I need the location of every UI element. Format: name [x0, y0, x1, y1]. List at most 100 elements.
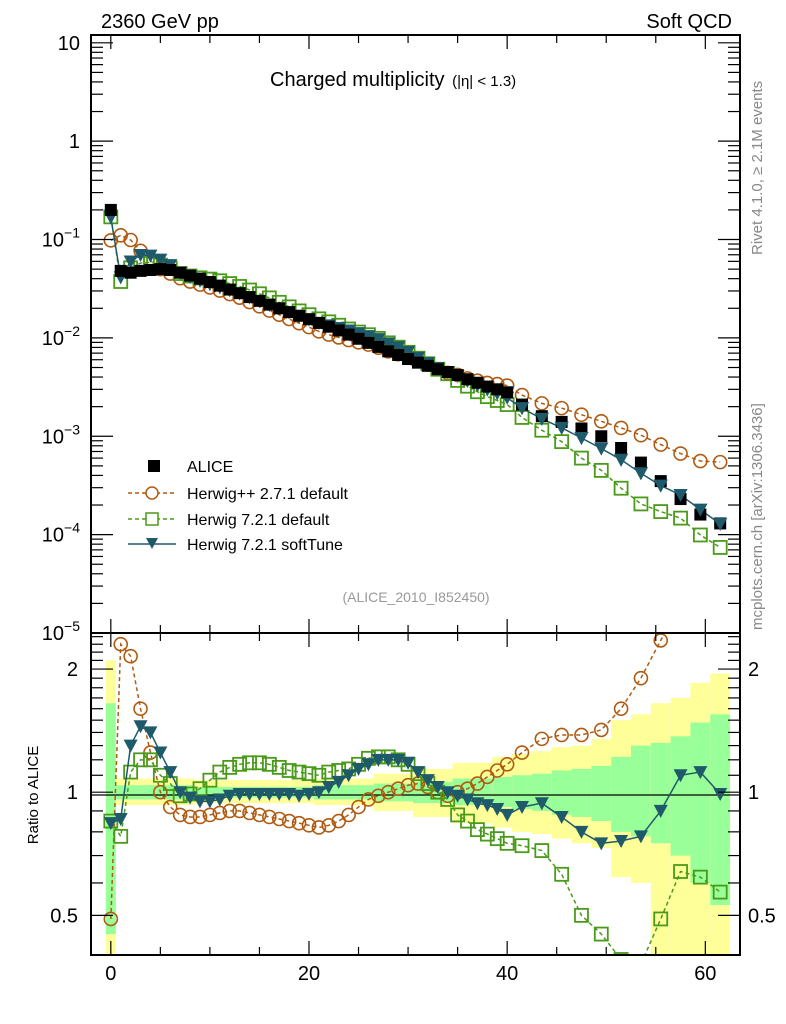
ratio-point-herwig-7-2-1-default — [152, 767, 168, 783]
ratio-y-tick-label-left: 1 — [67, 782, 78, 804]
main-point-herwig-2-7-1-default — [653, 437, 669, 452]
x-tick-label: 0 — [105, 963, 116, 985]
ratio-point-herwig-7-2-1-default — [301, 766, 317, 782]
ratio-point-herwig-7-2-1-default — [271, 759, 287, 775]
main-point-alice — [233, 287, 246, 300]
main-point-alice — [342, 328, 355, 341]
main-point-herwig-7-2-1-softtune — [594, 442, 609, 456]
ratio-point-herwig-2-7-1-default — [574, 727, 589, 743]
main-point-alice — [471, 376, 484, 389]
axis-ticks — [91, 35, 740, 956]
ratio-point-herwig-7-2-1-default — [143, 752, 158, 768]
main-point-alice — [491, 383, 504, 396]
ratio-point-herwig-7-2-1-default — [242, 755, 257, 771]
ratio-point-herwig-7-2-1-softtune — [143, 726, 158, 740]
legend-marker-herwigpp — [145, 486, 159, 500]
main-panel-series — [103, 203, 728, 555]
main-point-alice — [283, 306, 296, 319]
legend-item-alice: ALICE — [148, 459, 233, 476]
main-point-alice — [184, 269, 197, 282]
legend-label-herwig721-default: Herwig 7.2.1 default — [187, 512, 330, 529]
ratio-point-herwig-7-2-1-default — [634, 958, 647, 971]
main-point-herwig-7-2-1-softtune — [515, 402, 530, 416]
legend: ALICE Herwig++ 2.7.1 default Herwig 7.2.… — [128, 459, 349, 554]
main-point-herwig-2-7-1-default — [593, 413, 609, 429]
ratio-point-herwig-7-2-1-softtune — [594, 837, 609, 851]
legend-item-herwigpp: Herwig++ 2.7.1 default — [128, 486, 349, 503]
ratio-point-herwig-2-7-1-default — [222, 803, 238, 819]
main-point-alice — [273, 302, 286, 315]
main-point-alice — [421, 359, 434, 372]
ratio-point-herwig-7-2-1-softtune — [371, 753, 386, 767]
main-point-alice — [124, 266, 137, 279]
stat-uncertainty-band — [670, 736, 691, 856]
ratio-point-herwig-7-2-1-default — [460, 813, 475, 829]
main-point-herwig-7-2-1-softtune — [653, 479, 668, 493]
ratio-point-herwig-2-7-1-default — [694, 563, 707, 576]
main-point-herwig-7-2-1-softtune — [391, 341, 406, 355]
ratio-point-herwig-7-2-1-softtune — [133, 720, 148, 734]
analysis-id-label: (ALICE_2010_I852450) — [342, 589, 489, 605]
main-y-tick-label: 10 — [58, 33, 80, 55]
tick-exponent: −3 — [64, 421, 80, 437]
main-point-herwig-2-7-1-default — [693, 453, 708, 469]
ratio-point-herwig-7-2-1-default — [212, 764, 228, 780]
stat-uncertainty-band — [591, 765, 612, 822]
main-point-alice — [615, 441, 628, 454]
ratio-point-herwig-7-2-1-softtune — [470, 797, 485, 811]
ratio-point-herwig-7-2-1-softtune — [633, 830, 648, 844]
ratio-point-herwig-7-2-1-default — [554, 866, 570, 882]
ratio-point-herwig-2-7-1-default — [153, 784, 168, 800]
main-point-alice — [362, 336, 375, 349]
legend-item-herwig721-softtune: Herwig 7.2.1 softTune — [128, 537, 343, 554]
ratio-point-herwig-7-2-1-default — [311, 767, 327, 783]
stat-uncertainty-band — [650, 742, 671, 844]
main-point-herwig-7-2-1-softtune — [534, 412, 549, 426]
x-tick-labels: 0 20 40 60 — [105, 963, 716, 985]
main-point-herwig-2-7-1-default — [613, 420, 629, 436]
ratio-point-herwig-2-7-1-default — [514, 745, 530, 760]
tick-base: 10 — [42, 328, 64, 350]
ratio-point-herwig-7-2-1-default — [261, 756, 277, 772]
ratio-point-herwig-7-2-1-softtune — [500, 808, 515, 822]
plot-title-suffix: (|η| < 1.3) — [452, 73, 516, 90]
ratio-point-herwig-7-2-1-softtune — [222, 789, 237, 803]
main-point-alice — [164, 264, 177, 277]
ratio-point-herwig-2-7-1-default — [341, 807, 356, 823]
legend-label-herwigpp: Herwig++ 2.7.1 default — [187, 486, 349, 503]
stat-uncertainty-band — [551, 770, 572, 815]
main-point-herwig-7-2-1-softtune — [673, 488, 688, 502]
main-point-alice — [441, 366, 454, 379]
x-tick-label: 60 — [694, 963, 716, 985]
ratio-point-herwig-7-2-1-default — [252, 755, 267, 771]
ratio-point-herwig-7-2-1-softtune — [173, 786, 188, 800]
tick-exponent: −1 — [64, 225, 80, 241]
main-point-alice — [431, 363, 444, 376]
ratio-point-herwig-7-2-1-softtune — [515, 801, 530, 815]
main-point-alice — [223, 283, 236, 296]
stat-uncertainty-band — [531, 773, 552, 811]
ratio-point-herwig-2-7-1-default — [351, 799, 366, 815]
legend-label-herwig721-softtune: Herwig 7.2.1 softTune — [187, 537, 343, 554]
ratio-point-herwig-2-7-1-default — [311, 820, 327, 835]
main-point-herwig-2-7-1-default — [554, 400, 569, 416]
main-point-herwig-7-2-1-softtune — [381, 337, 396, 351]
legend-item-herwig721-default: Herwig 7.2.1 default — [128, 512, 330, 529]
ratio-point-herwig-2-7-1-default — [390, 781, 406, 796]
ratio-point-herwig-2-7-1-default — [470, 776, 485, 791]
main-line-herwig-2-7-1-default — [110, 234, 721, 463]
ratio-point-herwig-7-2-1-default — [232, 756, 248, 772]
ratio-point-herwig-7-2-1-softtune — [242, 787, 257, 801]
ratio-point-herwig-2-7-1-default — [321, 818, 337, 833]
main-point-alice — [382, 345, 395, 358]
tick-base: 10 — [42, 426, 64, 448]
ratio-point-herwig-7-2-1-default — [470, 822, 485, 838]
stat-uncertainty-band — [611, 756, 632, 832]
main-point-alice — [501, 386, 514, 399]
main-point-alice — [253, 294, 266, 307]
main-point-alice — [481, 380, 494, 393]
ratio-point-herwig-7-2-1-softtune — [401, 756, 416, 770]
main-point-herwig-7-2-1-default — [613, 480, 629, 496]
tick-exponent: −5 — [64, 618, 80, 634]
stat-uncertainty-band — [492, 776, 513, 808]
